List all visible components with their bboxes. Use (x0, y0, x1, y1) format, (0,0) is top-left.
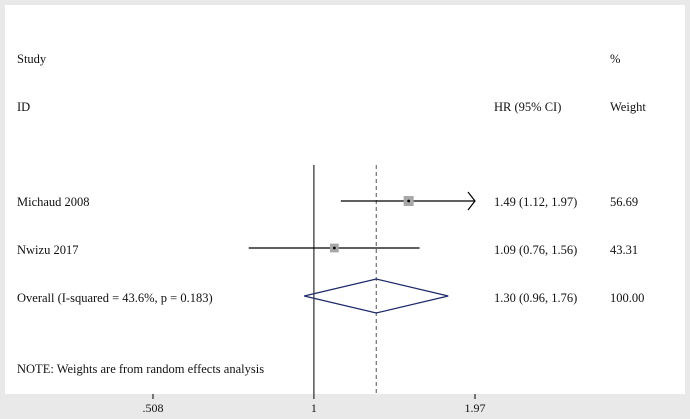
note-text: NOTE: Weights are from random effects an… (17, 362, 265, 376)
x-tick-label: .508 (143, 401, 164, 415)
header-study: Study (17, 52, 47, 66)
forest-plot-panel: Study % ID HR (95% CI) Weight Michaud 20… (5, 5, 685, 394)
point-estimate-nwizu-2017 (332, 246, 336, 250)
overall-diamond (304, 278, 449, 314)
study-ci-michaud: 1.49 (1.12, 1.97) (494, 195, 578, 209)
header-weight: Weight (610, 100, 646, 114)
study-ci-nwizu: 1.09 (0.76, 1.56) (494, 243, 578, 257)
overall-weight: 100.00 (610, 291, 645, 305)
x-tick-label: 1.97 (465, 401, 486, 415)
point-estimate-michaud-2008 (407, 199, 411, 203)
header-hr: HR (95% CI) (494, 100, 562, 114)
study-label-michaud: Michaud 2008 (17, 195, 90, 209)
study-weight-nwizu: 43.31 (610, 243, 639, 257)
overall-label: Overall (I-squared = 43.6%, p = 0.183) (17, 291, 213, 305)
study-label-nwizu: Nwizu 2017 (17, 243, 79, 257)
x-tick-label: 1 (311, 401, 317, 415)
study-weight-michaud: 56.69 (610, 195, 639, 209)
ci-arrow-michaud-2008 (467, 191, 476, 211)
header-percent: % (610, 52, 621, 66)
header-id: ID (17, 100, 31, 114)
overall-ci: 1.30 (0.96, 1.76) (494, 291, 578, 305)
x-axis-strip (0, 394, 690, 419)
